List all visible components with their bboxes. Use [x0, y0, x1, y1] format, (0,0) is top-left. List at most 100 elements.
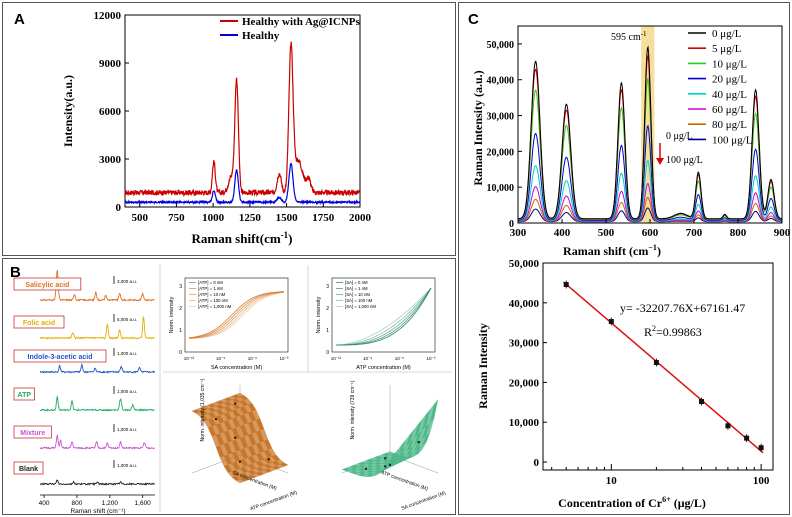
sub2-legend-label: [SA] = 1 nM — [345, 286, 368, 291]
sub1-legend-label: [ATP] = 0 nM — [198, 280, 223, 285]
sub1-ytick-label: 1 — [179, 328, 182, 334]
c1-ytick-label: 30,000 — [487, 112, 515, 123]
c1-ytick-label: 10,000 — [487, 183, 515, 194]
chart-a-xlabel-sup: -1 — [281, 230, 289, 240]
b-scale-label: 1,000 a.u. — [117, 427, 137, 432]
sub1-ylabel: Norm. intensity — [169, 296, 175, 333]
sub1-legend-label: [ATP] = 1,000 nM — [198, 304, 232, 309]
a-xtick-label: 1500 — [276, 212, 299, 224]
chart-a-xlabel: Raman shift(cm-1) — [191, 230, 292, 246]
c2-xtick-label: 10 — [606, 475, 618, 487]
sub1-xtick-label: 10⁻¹² — [184, 356, 195, 361]
a-ytick-label: 9000 — [99, 58, 122, 70]
sub1-curve — [188, 292, 285, 339]
b-scale-label: 1,000 a.u. — [117, 389, 137, 394]
sub1-ytick-label: 2 — [179, 306, 182, 312]
c1-legend-label: 0 μg/L — [712, 28, 742, 40]
panel-b-frame — [2, 258, 456, 515]
chart-c-calibration-frame — [542, 262, 774, 471]
sub3-data-point — [214, 417, 218, 421]
chart-a: 0 3000 6000 9000 12000 500 750 1000 1250 1500 175… — [61, 10, 372, 246]
b-spectra-xtick-label: 800 — [72, 500, 83, 507]
sub2-xtick-label: 10⁻⁶ — [395, 356, 404, 361]
r-squared: R2=0.99863 — [644, 324, 702, 339]
band-label-sup: -1 — [641, 30, 647, 38]
b-scale-label: 1,000 a.u. — [117, 463, 137, 468]
c2-ytick-label: 0 — [534, 457, 540, 469]
sub4-data-point — [388, 463, 392, 467]
c2-ytick-label: 30,000 — [509, 338, 540, 350]
b-spectrum-tag: Mixture — [20, 430, 45, 437]
c1-xtick-label: 300 — [510, 227, 527, 239]
sub2-ytick-label: 0 — [326, 350, 329, 356]
b-spectra-xlabel: Raman shift (cm⁻¹) — [70, 508, 125, 515]
sub1-legend-label: [ATP] = 100 nM — [198, 298, 228, 303]
chart-c-spectra-ylabel: Raman Intensity (a.u.) — [471, 70, 485, 185]
b-spectrum-tag: Blank — [19, 466, 38, 473]
sub1-ytick-label: 0 — [179, 350, 182, 356]
chart-a-xlabel-end: ) — [288, 231, 292, 246]
b-spectrum-tag: ATP — [18, 392, 32, 399]
c1-ytick-label: 40,000 — [487, 76, 515, 87]
sub3-ylabel: ATP concentration (M) — [249, 490, 298, 513]
panel-a-label: A — [14, 11, 25, 28]
chart-c-spectra-xlabel-main: Raman shift (cm — [563, 244, 648, 258]
sub2-xtick-label: 10⁻³ — [427, 356, 436, 361]
a-ytick-label: 0 — [116, 202, 122, 214]
sub1-curve — [188, 291, 285, 339]
sub2-legend-label: [SA] = 100 nM — [345, 298, 373, 303]
b-spectrum-line — [39, 479, 156, 486]
r-squared-sup: 2 — [652, 324, 656, 333]
sub2-curve — [336, 287, 432, 346]
c2-ytick-label: 10,000 — [509, 417, 540, 429]
c1-legend-label: 5 μg/L — [712, 43, 742, 55]
panel-b: Salicylic acid 3,000 a.u. Folic acid 5,000 … — [13, 265, 452, 515]
b-spectrum-line — [39, 394, 156, 412]
arrow-label-top: 0 μg/L — [666, 131, 693, 142]
chart-c-spectra-xlabel-sup: −1 — [648, 243, 657, 252]
c1-xtick-label: 500 — [598, 227, 615, 239]
c2-xtick-label: 100 — [753, 475, 770, 487]
chart-a-xlabel-main: Raman shift(cm — [191, 231, 280, 246]
c2-data-point — [758, 445, 764, 451]
sub4-surface-facet — [385, 454, 395, 467]
b-spectrum-line — [39, 362, 156, 374]
sub1-xtick-label: 10⁻⁹ — [216, 356, 225, 361]
sub3-data-point — [267, 458, 270, 461]
c1-xtick-label: 700 — [686, 227, 703, 239]
panel-c-label: C — [468, 11, 479, 28]
sub3-data-point — [234, 402, 237, 405]
r-squared-value: =0.99863 — [656, 325, 702, 339]
sub1-curve — [188, 291, 285, 339]
a-series-line — [124, 41, 361, 198]
b-spectrum-tag: Salicylic acid — [25, 282, 69, 289]
legend-a-label-2: Healthy — [242, 30, 280, 42]
b-spectrum-tag-box — [13, 425, 52, 439]
sub4-data-point — [384, 457, 387, 460]
panel-a-frame — [2, 2, 456, 256]
c2-data-point — [744, 435, 750, 441]
c2-data-point — [725, 423, 731, 429]
sub2-ytick-label: 3 — [326, 284, 329, 290]
sub2-frame — [331, 277, 436, 353]
sub3-zlabel: Norm. intensity (1,035 cm⁻¹) — [200, 378, 206, 441]
a-xtick-label: 500 — [131, 212, 148, 224]
sub3-data-point — [238, 460, 242, 463]
c1-xtick-label: 600 — [642, 227, 659, 239]
b-spectrum-line — [39, 316, 156, 340]
sub2-legend-label: [SA] = 10 nM — [345, 292, 370, 297]
r-squared-symbol: R — [644, 325, 652, 339]
sub2-ytick-label: 1 — [326, 328, 329, 334]
c2-data-point — [699, 399, 705, 405]
sub2-xtick-label: 10⁻¹² — [331, 356, 342, 361]
sub1-xtick-label: 10⁻⁶ — [248, 356, 257, 361]
a-xtick-label: 2000 — [349, 212, 372, 224]
c1-xtick-label: 800 — [730, 227, 747, 239]
c2-ytick-label: 20,000 — [509, 377, 540, 389]
sub1-xlabel: SA concentration (M) — [211, 365, 263, 371]
c1-legend-label: 40 μg/L — [712, 89, 747, 101]
a-ytick-label: 12000 — [94, 10, 122, 22]
b-spectra-xtick-label: 1,600 — [135, 500, 152, 507]
sub1-legend-label: [ATP] = 10 nM — [198, 292, 226, 297]
